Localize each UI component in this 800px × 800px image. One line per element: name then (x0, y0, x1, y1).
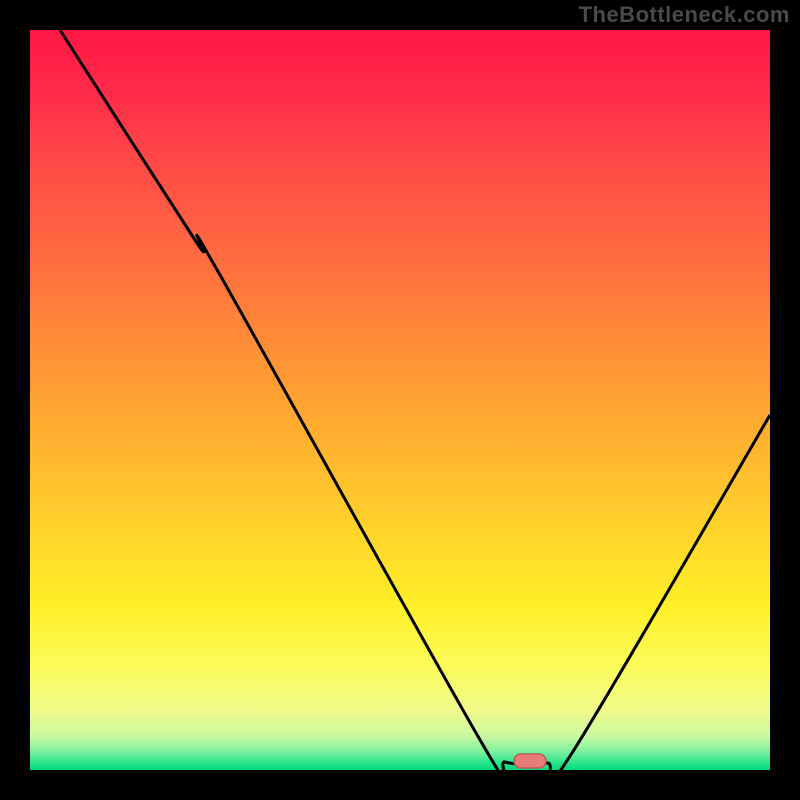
watermark-text: TheBottleneck.com (579, 2, 790, 28)
optimal-marker (514, 754, 546, 768)
plot-gradient-area (30, 30, 770, 770)
bottleneck-chart (0, 0, 800, 800)
chart-stage: TheBottleneck.com (0, 0, 800, 800)
